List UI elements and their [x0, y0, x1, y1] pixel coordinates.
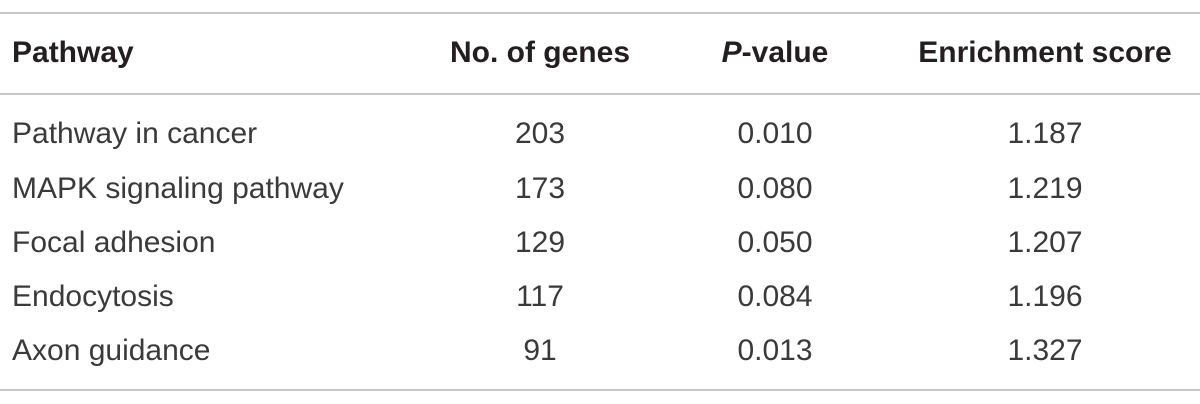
table-row: Axon guidance 91 0.013 1.327 [0, 331, 1200, 371]
cell-p-value: 0.010 [737, 117, 813, 150]
cell-genes: 203 [514, 117, 566, 150]
header-rule [0, 93, 1200, 95]
table-row: Focal adhesion 129 0.050 1.207 [0, 223, 1200, 263]
header-pathway: Pathway [12, 36, 134, 69]
cell-genes: 129 [514, 226, 566, 259]
header-enrichment-score: Enrichment score [918, 36, 1172, 69]
cell-enrichment: 1.327 [1007, 334, 1083, 367]
table-row: MAPK signaling pathway 173 0.080 1.219 [0, 169, 1200, 209]
header-p-value-italic: P [721, 36, 742, 69]
table-row: Endocytosis 117 0.084 1.196 [0, 277, 1200, 317]
cell-pathway: Axon guidance [12, 334, 211, 367]
cell-enrichment: 1.219 [1007, 172, 1083, 205]
cell-genes: 117 [516, 280, 564, 313]
cell-enrichment: 1.207 [1007, 226, 1083, 259]
cell-p-value: 0.080 [737, 172, 813, 205]
table-row: Pathway in cancer 203 0.010 1.187 [0, 114, 1200, 154]
cell-pathway: Pathway in cancer [12, 117, 258, 150]
cell-p-value: 0.013 [737, 334, 813, 367]
cell-pathway: Endocytosis [12, 280, 174, 313]
header-no-of-genes: No. of genes [449, 36, 630, 69]
table-header-row: Pathway No. of genes P-value Enrichment … [0, 33, 1200, 73]
cell-pathway: MAPK signaling pathway [12, 172, 344, 205]
header-p-value-rest: -value [741, 36, 829, 69]
cell-p-value: 0.050 [737, 226, 813, 259]
top-rule [0, 12, 1200, 14]
cell-enrichment: 1.196 [1007, 280, 1083, 313]
cell-p-value: 0.084 [737, 280, 813, 313]
header-p-value: P-value [650, 33, 900, 73]
cell-pathway: Focal adhesion [12, 226, 216, 259]
cell-enrichment: 1.187 [1007, 117, 1083, 150]
cell-genes: 173 [514, 172, 566, 205]
cell-genes: 91 [523, 334, 557, 367]
bottom-rule [0, 389, 1200, 391]
